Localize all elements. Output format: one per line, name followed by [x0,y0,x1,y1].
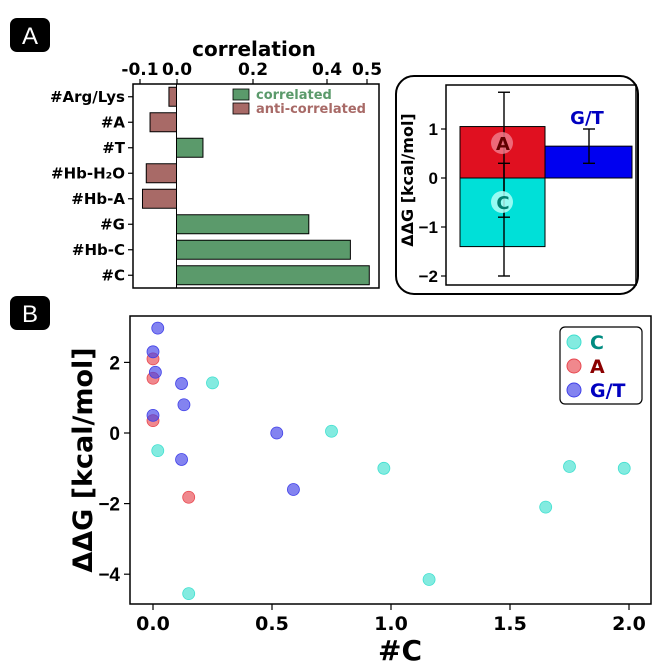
inset-y-tick-label: −2 [419,267,438,286]
category-label: #Hb-A [71,190,125,208]
legend-label: anti-correlated [256,102,366,117]
x-tick-label: 0.0 [136,613,170,635]
inset-bar-label: C [496,193,509,214]
x-tick-label: 0.0 [162,60,192,80]
y-tick-label: −2 [98,495,120,516]
svg-text:A: A [22,23,38,50]
point-c [151,444,165,458]
scatter-legend-label: A [590,356,605,378]
x-tick-label: 1.5 [493,613,527,635]
scatter-legend-marker [566,334,582,350]
bar-3 [145,163,177,184]
point-gt [270,426,284,440]
inset-plot-frame [445,84,637,286]
point-c [422,573,436,586]
point-a [182,490,196,504]
x-tick-label: 0.2 [238,60,268,80]
point-c [325,424,338,438]
category-label: #A [101,113,126,131]
point-gt [177,398,191,412]
point-gt [151,321,165,335]
scatter-legend-marker [566,382,582,398]
scatter-legend-label: G/T [590,380,626,402]
point-gt [287,483,300,496]
point-c [182,587,196,601]
category-label: #C [101,266,125,284]
point-gt [146,408,160,422]
point-c [377,461,391,475]
panel-tag-b: B [10,296,50,330]
x-tick-label: 0.4 [312,60,342,80]
point-c [539,500,553,514]
point-gt [146,345,160,359]
bar-6 [176,239,351,260]
legend-swatch [232,102,250,115]
category-label: #Hb-H₂O [51,164,125,182]
category-label: #Hb-C [72,241,125,259]
bar-1 [149,112,177,133]
ddg-vs-c-scatter: ΔΔG [kcal/mol] #C 0.0 0.5 1.0 1.5 2.0 −4 −2 0 2 C… [68,315,652,666]
bar-5 [176,214,310,235]
point-c [206,376,219,390]
x-tick-label: 0.5 [352,60,382,80]
y-tick-label: 2 [109,353,120,374]
scatter-legend-frame [559,326,643,405]
inset-bar-label: A [496,134,510,155]
correlation-bar-chart: correlation -0.1 0.0 0.2 0.4 0.5 #Arg/Lys #A #T… [50,37,382,289]
plot-frame [132,83,380,289]
x-tick-label: 0.5 [255,613,289,635]
x-tick-label: -0.1 [121,60,158,80]
scatter-legend-label: C [590,332,604,354]
bar-4 [141,188,177,209]
inset-y-tick-label: 1 [429,120,438,139]
legend-swatch [232,88,250,101]
x-tick-label: 1.0 [374,613,408,635]
category-label: #Arg/Lys [50,88,125,106]
inset-bar-label: G/T [570,108,604,129]
scatter-legend-marker [566,358,582,374]
bar-0 [168,86,178,107]
svg-text:B: B [22,301,38,328]
y-tick-label: 0 [109,424,120,445]
scatter-y-axis-label: ΔΔG [kcal/mol] [68,347,99,572]
point-gt [175,377,188,390]
point-c [617,461,631,475]
x-axis-label: correlation [192,37,316,61]
inset-y-tick-label: 0 [429,169,438,188]
panel-tag-a: A [10,18,50,52]
bar-2 [176,137,204,158]
category-label: #T [102,139,126,157]
category-label: #G [100,215,125,233]
ddg-inset-chart: ΔΔG [kcal/mol] −2 −1 0 1 A C G/T [395,75,639,295]
label-bubble [491,191,513,213]
y-tick-label: −4 [98,565,120,586]
point-c [563,460,576,473]
label-bubble [491,132,513,154]
x-tick-label: 2.0 [612,613,646,635]
inset-y-tick-label: −1 [419,218,438,237]
legend-label: correlated [256,88,332,103]
point-gt [148,365,162,379]
scatter-x-axis-label: #C [378,634,422,666]
bar-7 [176,265,370,286]
inset-y-axis-label: ΔΔG [kcal/mol] [398,113,417,247]
point-gt [175,453,188,466]
